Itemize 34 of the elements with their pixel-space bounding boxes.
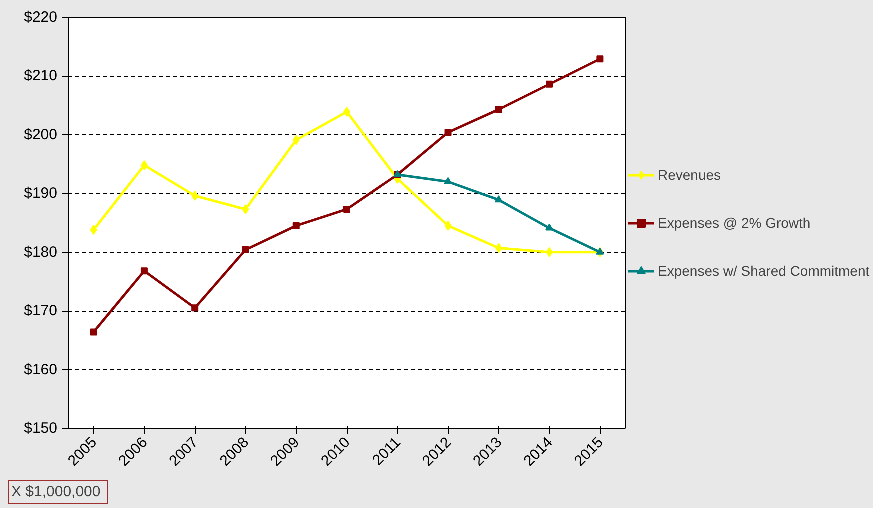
point bbox=[242, 246, 250, 254]
point bbox=[90, 225, 98, 236]
point bbox=[292, 135, 300, 146]
point bbox=[596, 56, 604, 63]
y-tick-label: $200 bbox=[24, 126, 58, 144]
text: X $1,000,000 bbox=[12, 484, 101, 500]
point bbox=[344, 206, 350, 213]
y-tick-label: $210 bbox=[24, 68, 58, 85]
y-tick-label: $170 bbox=[24, 302, 58, 320]
legend-label: Expenses w/ Shared Commitment bbox=[658, 262, 870, 278]
point bbox=[192, 304, 199, 312]
y-tick-label: $190 bbox=[24, 185, 58, 202]
point bbox=[546, 80, 554, 88]
y-tick-label: $220 bbox=[24, 9, 58, 26]
legend-label: Revenues bbox=[658, 166, 722, 182]
point bbox=[596, 248, 604, 255]
point bbox=[444, 177, 452, 184]
point bbox=[242, 204, 250, 214]
point bbox=[546, 224, 554, 231]
y-tick-label: $160 bbox=[24, 361, 58, 378]
y-tick-label: $180 bbox=[24, 244, 58, 261]
point bbox=[494, 196, 503, 203]
point bbox=[495, 106, 502, 114]
point bbox=[444, 129, 452, 136]
point bbox=[192, 190, 199, 201]
point bbox=[495, 243, 502, 254]
point bbox=[90, 328, 98, 336]
point bbox=[546, 247, 554, 258]
legend-label: Expenses @ 2% Growth bbox=[658, 214, 811, 230]
point bbox=[140, 268, 148, 275]
y-tick-label: $150 bbox=[24, 420, 58, 437]
point bbox=[292, 222, 300, 230]
point bbox=[444, 220, 452, 231]
point bbox=[140, 160, 148, 170]
